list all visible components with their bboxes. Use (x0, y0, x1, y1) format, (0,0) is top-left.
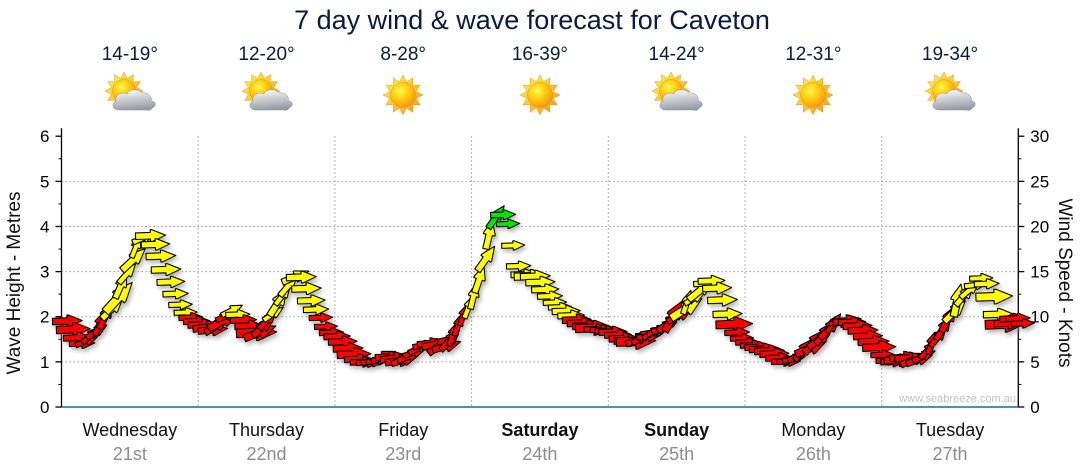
svg-text:15: 15 (1030, 263, 1049, 282)
svg-text:25: 25 (1030, 172, 1049, 191)
svg-text:1: 1 (40, 353, 49, 372)
svg-text:5: 5 (40, 172, 49, 191)
svg-text:6: 6 (40, 127, 49, 146)
svg-text:30: 30 (1030, 127, 1049, 146)
svg-text:4: 4 (40, 217, 49, 236)
svg-text:2: 2 (40, 308, 49, 327)
svg-text:3: 3 (40, 263, 49, 282)
svg-text:0: 0 (1030, 398, 1039, 417)
svg-text:5: 5 (1030, 353, 1039, 372)
svg-text:0: 0 (40, 398, 49, 417)
svg-text:20: 20 (1030, 217, 1049, 236)
